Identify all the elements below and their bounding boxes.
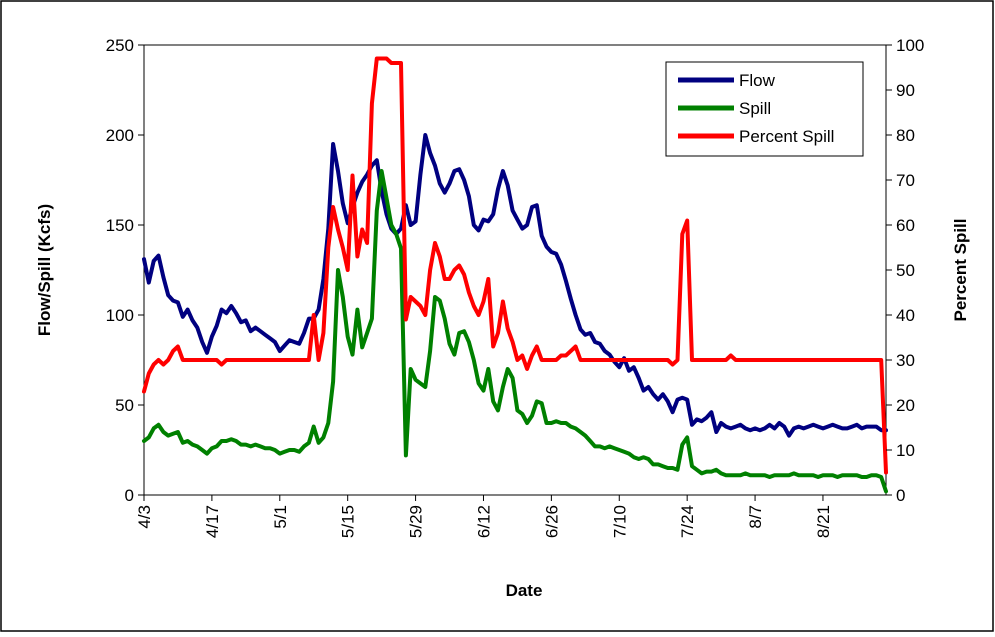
y2-tick-label: 30 xyxy=(896,351,915,370)
legend: Flow Spill Percent Spill xyxy=(665,61,864,157)
x-tick-label: 5/29 xyxy=(407,505,426,538)
x-tick-label: 7/24 xyxy=(678,505,697,538)
legend-label-flow: Flow xyxy=(739,71,776,90)
y2-tick-label: 100 xyxy=(896,36,924,55)
y2-tick-label: 80 xyxy=(896,126,915,145)
y2-tick-label: 50 xyxy=(896,261,915,280)
x-tick-label: 6/26 xyxy=(542,505,561,538)
y-tick-label: 200 xyxy=(106,126,134,145)
x-tick-label: 7/10 xyxy=(610,505,629,538)
x-axis-title: Date xyxy=(506,581,543,600)
legend-label-spill: Spill xyxy=(739,99,771,118)
x-tick-label: 4/3 xyxy=(135,505,154,529)
series-group xyxy=(142,56,888,494)
y2-tick-label: 90 xyxy=(896,81,915,100)
series-line-percent-spill xyxy=(142,56,888,475)
y2-tick-label: 20 xyxy=(896,396,915,415)
y2-axis-title: Percent Spill xyxy=(951,219,970,322)
series-line-flow xyxy=(142,133,888,438)
y-tick-label: 150 xyxy=(106,216,134,235)
y2-tick-label: 0 xyxy=(896,486,905,505)
y-tick-label: 250 xyxy=(106,36,134,55)
x-tick-label: 6/12 xyxy=(474,505,493,538)
y-axis-title: Flow/Spill (Kcfs) xyxy=(35,204,54,336)
x-tick-label: 5/1 xyxy=(271,505,290,529)
y2-tick-label: 70 xyxy=(896,171,915,190)
x-tick-label: 8/21 xyxy=(814,505,833,538)
y-tick-label: 0 xyxy=(125,486,134,505)
y-tick-label: 100 xyxy=(106,306,134,325)
series-line-spill xyxy=(142,169,888,494)
y2-tick-label: 60 xyxy=(896,216,915,235)
x-tick-label: 5/15 xyxy=(339,505,358,538)
y2-tick-label: 10 xyxy=(896,441,915,460)
y-tick-label: 50 xyxy=(115,396,134,415)
legend-label-percent-spill: Percent Spill xyxy=(739,127,834,146)
x-tick-label: 4/17 xyxy=(203,505,222,538)
x-tick-label: 8/7 xyxy=(746,505,765,529)
ticks-group: 0 50 100 150 200 250 0 10 20 30 40 50 60 70 80 90 100 4/3… xyxy=(106,36,925,538)
y2-tick-label: 40 xyxy=(896,306,915,325)
